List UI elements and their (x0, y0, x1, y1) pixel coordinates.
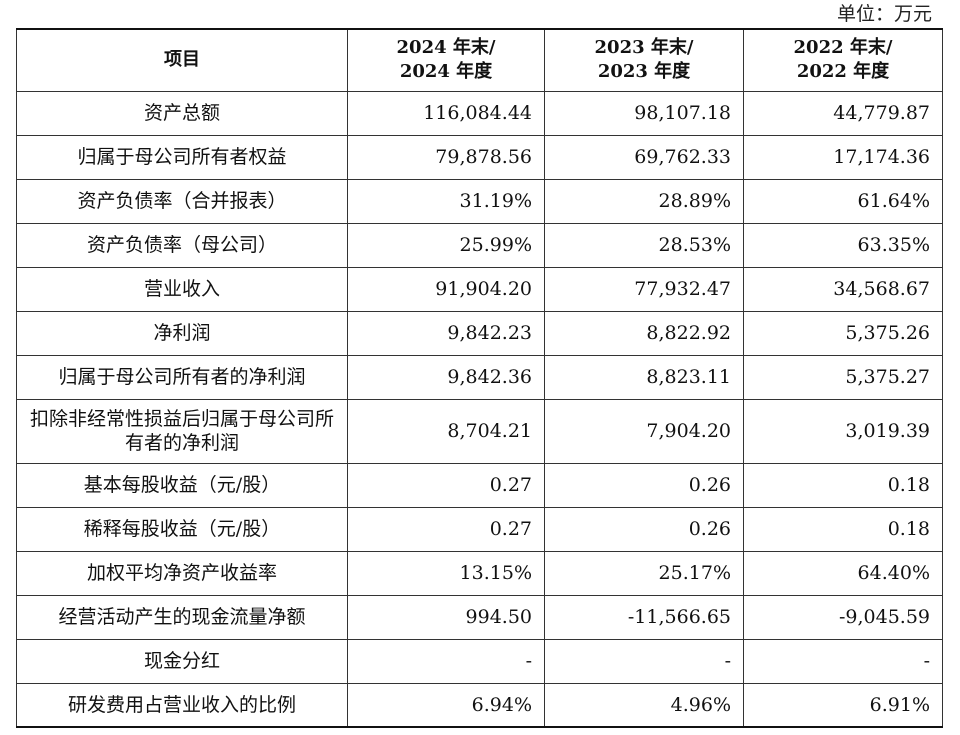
cell-2022: 34,568.67 (743, 266, 943, 312)
cell-2023: 8,823.11 (544, 354, 744, 400)
cell-2022: 3,019.39 (743, 398, 943, 464)
cell-2024: 79,878.56 (347, 134, 545, 180)
row-label: 归属于母公司所有者的净利润 (16, 354, 348, 400)
cell-2022: 17,174.36 (743, 134, 943, 180)
cell-2024: 8,704.21 (347, 398, 545, 464)
table-row: 加权平均净资产收益率 13.15% 25.17% 64.40% (16, 550, 943, 596)
financial-summary-table: 项目 2024 年末/ 2024 年度 2023 年末/ 2023 年度 202… (16, 28, 943, 728)
row-label: 现金分红 (16, 638, 348, 684)
table-row: 扣除非经常性损益后归属于母公司所有者的净利润 8,704.21 7,904.20… (16, 398, 943, 464)
cell-2023: 4.96% (544, 682, 744, 728)
cell-2024: 0.27 (347, 506, 545, 552)
header-2024: 2024 年末/ 2024 年度 (347, 28, 545, 92)
row-label: 经营活动产生的现金流量净额 (16, 594, 348, 640)
cell-2022: -9,045.59 (743, 594, 943, 640)
cell-2024: 9,842.23 (347, 310, 545, 356)
cell-2024: 0.27 (347, 462, 545, 508)
header-2023-line1: 2023 年末/ (594, 37, 694, 59)
header-2024-line2: 2024 年度 (399, 61, 493, 83)
cell-2022: 0.18 (743, 462, 943, 508)
table-row: 现金分红 - - - (16, 638, 943, 684)
table-row: 基本每股收益（元/股） 0.27 0.26 0.18 (16, 462, 943, 508)
header-2022-line2: 2022 年度 (796, 61, 890, 83)
cell-2022: 5,375.26 (743, 310, 943, 356)
table-header-row: 项目 2024 年末/ 2024 年度 2023 年末/ 2023 年度 202… (16, 28, 943, 92)
cell-2023: 0.26 (544, 506, 744, 552)
cell-2023: 98,107.18 (544, 90, 744, 136)
row-label: 加权平均净资产收益率 (16, 550, 348, 596)
table-row: 净利润 9,842.23 8,822.92 5,375.26 (16, 310, 943, 356)
cell-2024: 91,904.20 (347, 266, 545, 312)
header-2024-line1: 2024 年末/ (396, 37, 496, 59)
unit-label: 单位：万元 (836, 3, 932, 25)
cell-2023: 69,762.33 (544, 134, 744, 180)
table-row: 资产负债率（合并报表） 31.19% 28.89% 61.64% (16, 178, 943, 224)
row-label: 基本每股收益（元/股） (16, 462, 348, 508)
cell-2023: -11,566.65 (544, 594, 744, 640)
cell-2022: 0.18 (743, 506, 943, 552)
cell-2023: 0.26 (544, 462, 744, 508)
row-label: 归属于母公司所有者权益 (16, 134, 348, 180)
cell-2024: - (347, 638, 545, 684)
row-label: 研发费用占营业收入的比例 (16, 682, 348, 728)
cell-2023: - (544, 638, 744, 684)
row-label: 资产总额 (16, 90, 348, 136)
cell-2024: 9,842.36 (347, 354, 545, 400)
cell-2022: 6.91% (743, 682, 943, 728)
cell-2023: 7,904.20 (544, 398, 744, 464)
cell-2022: 63.35% (743, 222, 943, 268)
table-row: 经营活动产生的现金流量净额 994.50 -11,566.65 -9,045.5… (16, 594, 943, 640)
header-2023-line2: 2023 年度 (597, 61, 691, 83)
cell-2024: 31.19% (347, 178, 545, 224)
table-row: 资产总额 116,084.44 98,107.18 44,779.87 (16, 90, 943, 136)
cell-2022: 64.40% (743, 550, 943, 596)
cell-2024: 25.99% (347, 222, 545, 268)
header-2022-line1: 2022 年末/ (793, 37, 893, 59)
row-label: 资产负债率（母公司） (16, 222, 348, 268)
table-row: 归属于母公司所有者权益 79,878.56 69,762.33 17,174.3… (16, 134, 943, 180)
cell-2022: - (743, 638, 943, 684)
cell-2023: 8,822.92 (544, 310, 744, 356)
cell-2022: 5,375.27 (743, 354, 943, 400)
table-row: 稀释每股收益（元/股） 0.27 0.26 0.18 (16, 506, 943, 552)
cell-2023: 25.17% (544, 550, 744, 596)
cell-2024: 6.94% (347, 682, 545, 728)
row-label: 资产负债率（合并报表） (16, 178, 348, 224)
header-2022: 2022 年末/ 2022 年度 (743, 28, 943, 92)
header-2023: 2023 年末/ 2023 年度 (544, 28, 744, 92)
table-row: 研发费用占营业收入的比例 6.94% 4.96% 6.91% (16, 682, 943, 728)
cell-2024: 116,084.44 (347, 90, 545, 136)
cell-2023: 28.53% (544, 222, 744, 268)
cell-2024: 13.15% (347, 550, 545, 596)
row-label: 稀释每股收益（元/股） (16, 506, 348, 552)
table-row: 归属于母公司所有者的净利润 9,842.36 8,823.11 5,375.27 (16, 354, 943, 400)
table-row: 营业收入 91,904.20 77,932.47 34,568.67 (16, 266, 943, 312)
cell-2022: 61.64% (743, 178, 943, 224)
cell-2023: 28.89% (544, 178, 744, 224)
row-label: 净利润 (16, 310, 348, 356)
row-label: 扣除非经常性损益后归属于母公司所有者的净利润 (16, 398, 348, 464)
cell-2023: 77,932.47 (544, 266, 744, 312)
header-item: 项目 (16, 28, 348, 92)
cell-2022: 44,779.87 (743, 90, 943, 136)
table-row: 资产负债率（母公司） 25.99% 28.53% 63.35% (16, 222, 943, 268)
cell-2024: 994.50 (347, 594, 545, 640)
row-label: 营业收入 (16, 266, 348, 312)
